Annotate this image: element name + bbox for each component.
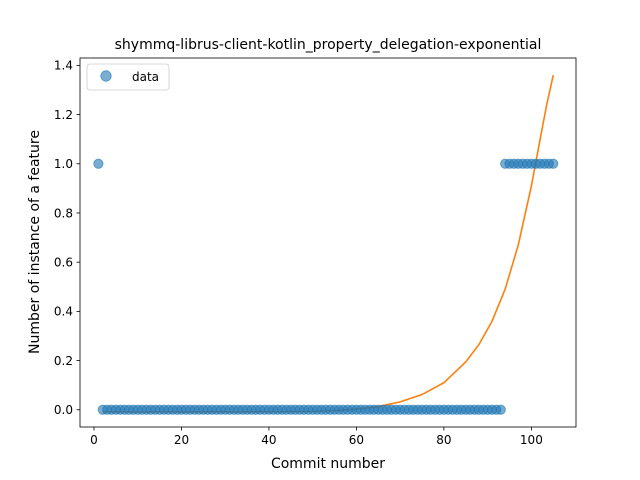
x-tick-label: 40 — [261, 433, 276, 447]
data-point — [548, 158, 559, 169]
legend-marker-data — [100, 70, 112, 82]
plot-frame — [79, 57, 577, 428]
x-axis: 0 20 40 60 80 100 — [90, 427, 543, 447]
data-point — [93, 158, 104, 169]
y-tick-label: 1.2 — [54, 108, 73, 122]
y-tick-label: 1.0 — [54, 157, 73, 171]
legend-box — [86, 63, 170, 91]
x-tick-label: 0 — [90, 433, 98, 447]
x-tick-label: 100 — [520, 433, 543, 447]
x-axis-label: Commit number — [271, 456, 385, 472]
y-tick-label: 0.6 — [54, 255, 73, 269]
points-layer — [93, 158, 559, 415]
legend: data — [86, 63, 170, 91]
x-tick-label: 80 — [436, 433, 451, 447]
y-axis: 0.0 0.2 0.4 0.6 0.8 1.0 1.2 1.4 — [54, 59, 80, 417]
x-tick-label: 60 — [349, 433, 364, 447]
chart-title: shymmq-librus-client-kotlin_property_del… — [115, 37, 542, 53]
legend-label-data: data — [132, 70, 159, 84]
y-tick-label: 0.0 — [54, 403, 73, 417]
y-tick-label: 0.2 — [54, 354, 73, 368]
y-tick-label: 0.4 — [54, 305, 73, 319]
y-tick-label: 1.4 — [54, 59, 73, 73]
y-axis-label: Number of instance of a feature — [27, 130, 43, 354]
y-tick-label: 0.8 — [54, 206, 73, 220]
x-tick-label: 20 — [174, 433, 189, 447]
data-point — [495, 404, 506, 415]
